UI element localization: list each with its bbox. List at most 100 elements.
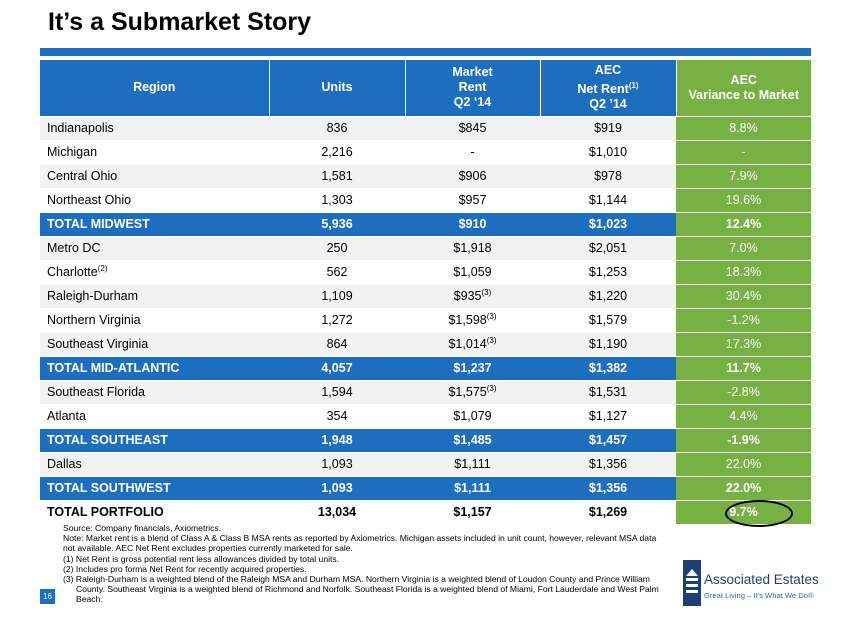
table-row: Metro DC 250 $1,918 $2,051 7.0% (40, 235, 811, 260)
table-row: Dallas 1,093 $1,111 $1,356 22.0% (40, 451, 811, 476)
cell-region: TOTAL PORTFOLIO (40, 499, 269, 524)
cell-variance: 18.3% (676, 259, 811, 284)
cell-region: Charlotte(2) (40, 259, 269, 284)
cell-market-rent: $1,014(3) (405, 331, 540, 356)
cell-region: Southeast Florida (40, 379, 269, 404)
cell-market-rent: $1,059 (405, 259, 540, 284)
table-row: Southeast Florida 1,594 $1,575(3) $1,531 -2.… (40, 379, 811, 404)
cell-variance: 11.7% (676, 355, 811, 380)
logo-tagline: Great Living – It’s What We Do® (704, 591, 814, 600)
table-header-row: Region Units Market Rent Q2 ‘14 AEC Net … (40, 60, 811, 116)
table-row: TOTAL PORTFOLIO 13,034 $1,157 $1,269 9.7% (40, 499, 811, 527)
cell-units: 1,303 (269, 187, 405, 212)
cell-market-rent: $1,485 (405, 427, 540, 452)
cell-aec-net-rent: $2,051 (540, 235, 676, 260)
cell-region: Northern Virginia (40, 307, 269, 332)
cell-units: 1,581 (269, 163, 405, 188)
table-row: TOTAL MIDWEST 5,936 $910 $1,023 12.4% (40, 211, 811, 236)
cell-units: 13,034 (269, 499, 405, 524)
table-row: Indianapolis 836 $845 $919 8.8% (40, 115, 811, 140)
cell-units: 864 (269, 331, 405, 356)
page-number: 16 (40, 589, 55, 604)
cell-aec-net-rent: $1,127 (540, 403, 676, 428)
cell-aec-net-rent: $1,144 (540, 187, 676, 212)
cell-region: Northeast Ohio (40, 187, 269, 212)
cell-units: 4,057 (269, 355, 405, 380)
footnote-ref: (3) (486, 335, 497, 345)
cell-market-rent: $906 (405, 163, 540, 188)
cell-variance: - (676, 139, 811, 164)
cell-market-rent: $1,575(3) (405, 379, 540, 404)
cell-market-rent: $1,157 (405, 499, 540, 524)
table-row: Central Ohio 1,581 $906 $978 7.9% (40, 163, 811, 188)
cell-region: Southeast Virginia (40, 331, 269, 356)
cell-units: 5,936 (269, 211, 405, 236)
cell-aec-net-rent: $1,531 (540, 379, 676, 404)
table-row: TOTAL SOUTHWEST 1,093 $1,111 $1,356 22.0% (40, 475, 811, 500)
cell-variance: -1.9% (676, 427, 811, 452)
cell-region: TOTAL MID-ATLANTIC (40, 355, 269, 380)
cell-region: Dallas (40, 451, 269, 476)
cell-units: 2,216 (269, 139, 405, 164)
table-row: Southeast Virginia 864 $1,014(3) $1,190 17.3… (40, 331, 811, 356)
cell-units: 836 (269, 115, 405, 140)
cell-region: Atlanta (40, 403, 269, 428)
cell-region: Raleigh-Durham (40, 283, 269, 308)
cell-variance: 30.4% (676, 283, 811, 308)
cell-market-rent: - (405, 139, 540, 164)
cell-aec-net-rent: $1,356 (540, 451, 676, 476)
table-row: Northeast Ohio 1,303 $957 $1,144 19.6% (40, 187, 811, 212)
submarket-table: Region Units Market Rent Q2 ‘14 AEC Net … (40, 60, 811, 527)
cell-aec-net-rent: $1,190 (540, 331, 676, 356)
cell-units: 1,948 (269, 427, 405, 452)
cell-market-rent: $1,237 (405, 355, 540, 380)
footnote-1: (1) Net Rent is gross potential rent les… (63, 553, 340, 564)
cell-aec-net-rent: $1,356 (540, 475, 676, 500)
footnote-ref: (1) (628, 81, 639, 91)
cell-region: Indianapolis (40, 115, 269, 140)
footnotes: Source: Company financials, Axiometrics.… (63, 523, 663, 605)
slide-title: It’s a Submarket Story (48, 8, 312, 36)
cell-aec-net-rent: $1,382 (540, 355, 676, 380)
footnote-ref: (3) (486, 311, 497, 321)
cell-market-rent: $1,079 (405, 403, 540, 428)
cell-market-rent: $1,111 (405, 451, 540, 476)
table-body: Indianapolis 836 $845 $919 8.8% Michigan 2,216… (40, 115, 811, 527)
footnote-2: (2) Includes pro forma Net Rent for rece… (63, 563, 307, 574)
cell-market-rent: $845 (405, 115, 540, 140)
cell-units: 354 (269, 403, 405, 428)
cell-aec-net-rent: $1,269 (540, 499, 676, 524)
cell-units: 1,272 (269, 307, 405, 332)
table-row: TOTAL MID-ATLANTIC 4,057 $1,237 $1,382 11.7% (40, 355, 811, 380)
company-logo: Associated Estates Great Living – It’s W… (683, 560, 833, 606)
header-units: Units (269, 60, 406, 116)
table-row: Charlotte(2) 562 $1,059 $1,253 18.3% (40, 259, 811, 284)
header-variance: AEC Variance to Market (676, 60, 811, 116)
cell-units: 562 (269, 259, 405, 284)
logo-name: Associated Estates (704, 572, 819, 587)
title-rule (40, 48, 811, 56)
cell-variance: -1.2% (676, 307, 811, 332)
cell-units: 1,594 (269, 379, 405, 404)
cell-region: TOTAL SOUTHEAST (40, 427, 269, 452)
cell-market-rent: $935(3) (405, 283, 540, 308)
cell-variance: 7.9% (676, 163, 811, 188)
cell-region: Metro DC (40, 235, 269, 260)
cell-aec-net-rent: $1,253 (540, 259, 676, 284)
header-aec-net-rent: AEC Net Rent(1) Q2 ’14 (540, 60, 677, 116)
cell-aec-net-rent: $1,457 (540, 427, 676, 452)
table-row: Northern Virginia 1,272 $1,598(3) $1,579 -1.… (40, 307, 811, 332)
footnote-3: (3) Raleigh-Durham is a weighted blend o… (63, 574, 659, 605)
cell-units: 1,093 (269, 475, 405, 500)
cell-aec-net-rent: $1,579 (540, 307, 676, 332)
cell-market-rent: $910 (405, 211, 540, 236)
cell-variance: 8.8% (676, 115, 811, 140)
footnote-note: Note: Market rent is a blend of Class A … (63, 533, 657, 554)
cell-market-rent: $957 (405, 187, 540, 212)
cell-variance: 4.4% (676, 403, 811, 428)
cell-aec-net-rent: $1,023 (540, 211, 676, 236)
table-row: Atlanta 354 $1,079 $1,127 4.4% (40, 403, 811, 428)
table-row: Michigan 2,216- $1,010- (40, 139, 811, 164)
cell-region: Michigan (40, 139, 269, 164)
cell-variance: 9.7% (676, 499, 811, 527)
